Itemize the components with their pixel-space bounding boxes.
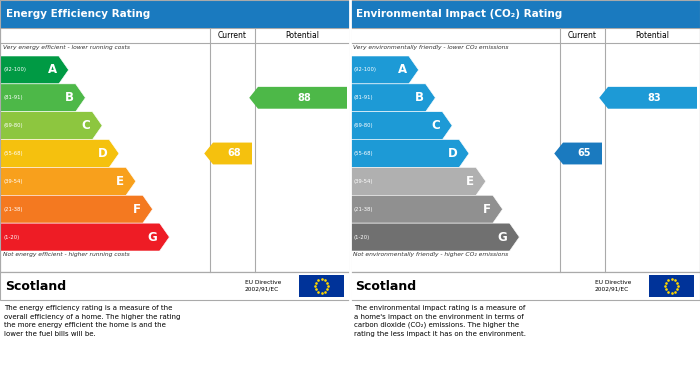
Text: (39-54): (39-54) bbox=[353, 179, 372, 184]
Text: A: A bbox=[48, 63, 57, 76]
Polygon shape bbox=[350, 140, 469, 167]
Text: (69-80): (69-80) bbox=[3, 123, 22, 128]
Text: 65: 65 bbox=[578, 149, 592, 158]
Text: The environmental impact rating is a measure of
a home's impact on the environme: The environmental impact rating is a mea… bbox=[354, 305, 526, 337]
Bar bbox=[350, 272, 700, 300]
Polygon shape bbox=[0, 56, 69, 84]
Text: D: D bbox=[447, 147, 457, 160]
Bar bbox=[650, 275, 694, 297]
Text: (81-91): (81-91) bbox=[3, 95, 22, 100]
Text: Potential: Potential bbox=[286, 31, 319, 40]
Text: C: C bbox=[432, 119, 440, 132]
Text: (21-38): (21-38) bbox=[3, 207, 22, 212]
Text: E: E bbox=[466, 175, 474, 188]
Bar bbox=[350, 0, 700, 28]
Polygon shape bbox=[599, 87, 697, 109]
Polygon shape bbox=[0, 167, 136, 195]
Text: G: G bbox=[498, 231, 508, 244]
Polygon shape bbox=[350, 223, 519, 251]
Text: Scotland: Scotland bbox=[355, 280, 416, 292]
Bar bbox=[0, 28, 350, 272]
Text: (69-80): (69-80) bbox=[353, 123, 372, 128]
Text: G: G bbox=[148, 231, 158, 244]
Text: (55-68): (55-68) bbox=[353, 151, 372, 156]
Polygon shape bbox=[249, 87, 347, 109]
Text: Current: Current bbox=[568, 31, 597, 40]
Text: EU Directive
2002/91/EC: EU Directive 2002/91/EC bbox=[595, 280, 631, 292]
Bar bbox=[0, 272, 350, 300]
Text: (92-100): (92-100) bbox=[3, 67, 26, 72]
Text: (21-38): (21-38) bbox=[353, 207, 372, 212]
Text: (39-54): (39-54) bbox=[3, 179, 22, 184]
Bar bbox=[300, 275, 344, 297]
Polygon shape bbox=[554, 143, 602, 165]
Text: Current: Current bbox=[218, 31, 247, 40]
Text: Scotland: Scotland bbox=[5, 280, 66, 292]
Polygon shape bbox=[0, 84, 85, 112]
Text: B: B bbox=[64, 91, 74, 104]
Text: Very environmentally friendly - lower CO₂ emissions: Very environmentally friendly - lower CO… bbox=[353, 45, 508, 50]
Polygon shape bbox=[350, 195, 503, 223]
Text: Not energy efficient - higher running costs: Not energy efficient - higher running co… bbox=[3, 252, 130, 257]
Text: (1-20): (1-20) bbox=[3, 235, 20, 240]
Text: Not environmentally friendly - higher CO₂ emissions: Not environmentally friendly - higher CO… bbox=[353, 252, 508, 257]
Bar bbox=[0, 0, 350, 28]
Text: (92-100): (92-100) bbox=[353, 67, 376, 72]
Text: Potential: Potential bbox=[636, 31, 669, 40]
Text: Environmental Impact (CO₂) Rating: Environmental Impact (CO₂) Rating bbox=[356, 9, 562, 19]
Text: F: F bbox=[133, 203, 141, 216]
Polygon shape bbox=[0, 223, 169, 251]
Text: D: D bbox=[97, 147, 107, 160]
Polygon shape bbox=[0, 140, 119, 167]
Text: 83: 83 bbox=[648, 93, 661, 103]
Text: The energy efficiency rating is a measure of the
overall efficiency of a home. T: The energy efficiency rating is a measur… bbox=[4, 305, 181, 337]
Text: Energy Efficiency Rating: Energy Efficiency Rating bbox=[6, 9, 150, 19]
Text: (81-91): (81-91) bbox=[353, 95, 372, 100]
Text: (1-20): (1-20) bbox=[353, 235, 370, 240]
Text: E: E bbox=[116, 175, 124, 188]
Polygon shape bbox=[350, 56, 419, 84]
Bar bbox=[350, 0, 700, 272]
Text: 68: 68 bbox=[228, 149, 241, 158]
Text: (55-68): (55-68) bbox=[3, 151, 22, 156]
Text: B: B bbox=[414, 91, 424, 104]
Text: Very energy efficient - lower running costs: Very energy efficient - lower running co… bbox=[3, 45, 130, 50]
Text: 88: 88 bbox=[298, 93, 312, 103]
Polygon shape bbox=[204, 143, 252, 165]
Polygon shape bbox=[0, 112, 102, 140]
Polygon shape bbox=[350, 167, 486, 195]
Text: EU Directive
2002/91/EC: EU Directive 2002/91/EC bbox=[245, 280, 281, 292]
Polygon shape bbox=[350, 112, 452, 140]
Bar bbox=[0, 0, 350, 272]
Text: F: F bbox=[483, 203, 491, 216]
Text: C: C bbox=[82, 119, 90, 132]
Polygon shape bbox=[0, 195, 153, 223]
Bar bbox=[350, 28, 700, 272]
Text: A: A bbox=[398, 63, 407, 76]
Polygon shape bbox=[350, 84, 435, 112]
